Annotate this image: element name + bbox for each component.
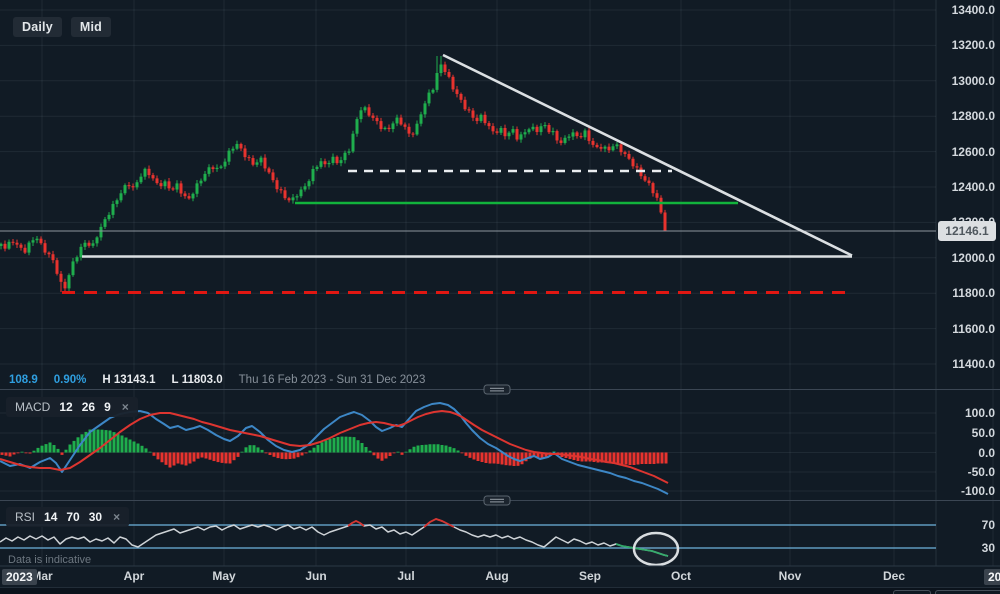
candlestick-series bbox=[0, 56, 667, 292]
macd-indicator-label[interactable]: MACD 12 26 9 × bbox=[6, 397, 138, 417]
rsi-oversold-segment bbox=[615, 543, 669, 557]
price-axis-tick[interactable]: 12600.0 bbox=[951, 144, 995, 159]
rsi-oversold-level: 30 bbox=[88, 510, 103, 524]
time-axis-year-end[interactable]: 2024 bbox=[984, 569, 1000, 585]
macd-slow-period: 26 bbox=[81, 400, 96, 414]
rsi-name: RSI bbox=[15, 510, 36, 524]
price-axis-tick[interactable]: 11600.0 bbox=[952, 321, 995, 336]
time-axis-month[interactable]: Dec bbox=[882, 569, 905, 583]
pane-resize-handle[interactable] bbox=[483, 495, 511, 506]
price-axis-tick[interactable]: 12000.0 bbox=[951, 250, 995, 265]
rsi-indicator-label[interactable]: RSI 14 70 30 × bbox=[6, 507, 130, 527]
session-low: L 11803.0 bbox=[171, 374, 223, 386]
macd-fast-period: 12 bbox=[59, 400, 73, 414]
time-axis-month[interactable]: Jun bbox=[305, 569, 327, 583]
price-axis-tick[interactable]: 13400.0 bbox=[951, 3, 995, 17]
time-axis-month[interactable]: Aug bbox=[485, 569, 509, 583]
macd-axis-tick[interactable]: 100.0 bbox=[964, 406, 995, 420]
price-axis-tick[interactable]: 13000.0 bbox=[951, 73, 995, 88]
rsi-close-icon[interactable]: × bbox=[113, 510, 121, 524]
macd-axis-tick[interactable]: 50.0 bbox=[971, 426, 995, 440]
scroll-handle-left[interactable] bbox=[893, 590, 931, 594]
price-axis-tick[interactable]: 12800.0 bbox=[951, 109, 995, 124]
rsi-overbought-level: 70 bbox=[66, 510, 80, 524]
analysis-lines[interactable] bbox=[0, 53, 936, 294]
price-axis-tick[interactable]: 11400.0 bbox=[952, 357, 995, 371]
descending-trendline bbox=[442, 53, 853, 257]
macd-name: MACD bbox=[15, 400, 51, 414]
macd-axis-tick[interactable]: -50.0 bbox=[967, 465, 995, 479]
chart-size-button[interactable]: Mid bbox=[70, 17, 112, 37]
rsi-axis-tick[interactable]: 70 bbox=[981, 518, 995, 532]
rsi-overbought-segment bbox=[347, 519, 365, 527]
price-axis-tick[interactable]: 11800.0 bbox=[952, 286, 995, 301]
current-price-tag: 12146.1 bbox=[938, 221, 996, 241]
bottom-scroll-strip[interactable] bbox=[0, 587, 1000, 594]
rsi-pane bbox=[0, 518, 936, 557]
time-axis-month[interactable]: Sep bbox=[578, 569, 601, 583]
price-axis-tick[interactable]: 13200.0 bbox=[951, 38, 995, 53]
session-high: H 13143.1 bbox=[102, 374, 156, 386]
rsi-period: 14 bbox=[44, 510, 58, 524]
time-axis-month[interactable]: Jul bbox=[397, 569, 415, 583]
rsi-axis-tick[interactable]: 30 bbox=[981, 541, 995, 555]
indicative-data-watermark: Data is indicative bbox=[8, 554, 92, 566]
pane-resize-handle[interactable] bbox=[483, 384, 511, 395]
timeframe-button[interactable]: Daily bbox=[13, 17, 62, 37]
macd-pane bbox=[0, 402, 669, 495]
rsi-overbought-segment bbox=[423, 518, 455, 528]
time-axis-month[interactable]: May bbox=[212, 569, 236, 583]
chart-toolbar: Daily Mid bbox=[13, 17, 112, 37]
scroll-handle-right[interactable] bbox=[935, 590, 1000, 594]
macd-close-icon[interactable]: × bbox=[121, 400, 129, 414]
change-value: 108.9 bbox=[9, 374, 38, 386]
macd-axis-tick[interactable]: 0.0 bbox=[978, 445, 995, 460]
price-axis-tick[interactable]: 12400.0 bbox=[951, 180, 995, 194]
symbol-status-line: 108.9 0.90% H 13143.1 L 11803.0 Thu 16 F… bbox=[9, 374, 425, 386]
gridlines bbox=[0, 0, 994, 566]
change-percent: 0.90% bbox=[53, 374, 87, 386]
time-axis-month[interactable]: Nov bbox=[778, 569, 802, 583]
macd-signal-line bbox=[0, 410, 669, 484]
time-axis-year-start[interactable]: 2023 bbox=[2, 569, 37, 585]
macd-signal-period: 9 bbox=[104, 400, 111, 414]
time-axis-month[interactable]: Oct bbox=[670, 569, 691, 583]
date-range: Thu 16 Feb 2023 - Sun 31 Dec 2023 bbox=[238, 374, 426, 386]
macd-axis-tick[interactable]: -100.0 bbox=[960, 484, 995, 498]
rsi-line bbox=[0, 518, 669, 557]
time-axis-month[interactable]: Apr bbox=[123, 569, 145, 583]
rsi-annotation-ellipse[interactable] bbox=[632, 531, 680, 567]
